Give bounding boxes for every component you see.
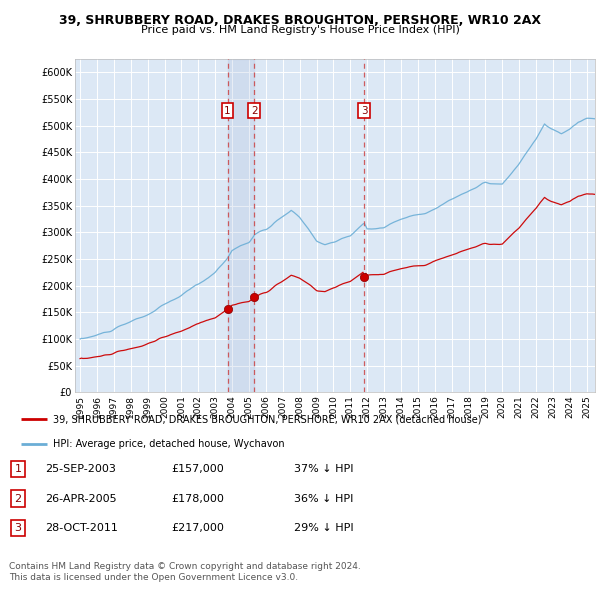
Text: 26-APR-2005: 26-APR-2005	[45, 494, 116, 503]
Text: This data is licensed under the Open Government Licence v3.0.: This data is licensed under the Open Gov…	[9, 572, 298, 582]
Text: 25-SEP-2003: 25-SEP-2003	[45, 464, 116, 474]
Text: Contains HM Land Registry data © Crown copyright and database right 2024.: Contains HM Land Registry data © Crown c…	[9, 562, 361, 571]
Bar	[227, 59, 254, 392]
Text: 37% ↓ HPI: 37% ↓ HPI	[294, 464, 353, 474]
Bar	[364, 59, 365, 392]
Text: 1: 1	[224, 106, 231, 116]
Text: 3: 3	[14, 523, 22, 533]
Text: 3: 3	[361, 106, 367, 116]
Text: £157,000: £157,000	[171, 464, 224, 474]
Text: 2: 2	[14, 494, 22, 503]
Text: 39, SHRUBBERY ROAD, DRAKES BROUGHTON, PERSHORE, WR10 2AX: 39, SHRUBBERY ROAD, DRAKES BROUGHTON, PE…	[59, 14, 541, 27]
Text: 2: 2	[251, 106, 257, 116]
Text: HPI: Average price, detached house, Wychavon: HPI: Average price, detached house, Wych…	[53, 438, 284, 448]
Text: 36% ↓ HPI: 36% ↓ HPI	[294, 494, 353, 503]
Text: £217,000: £217,000	[171, 523, 224, 533]
Text: 39, SHRUBBERY ROAD, DRAKES BROUGHTON, PERSHORE, WR10 2AX (detached house): 39, SHRUBBERY ROAD, DRAKES BROUGHTON, PE…	[53, 414, 481, 424]
Text: £178,000: £178,000	[171, 494, 224, 503]
Text: Price paid vs. HM Land Registry's House Price Index (HPI): Price paid vs. HM Land Registry's House …	[140, 25, 460, 35]
Text: 28-OCT-2011: 28-OCT-2011	[45, 523, 118, 533]
Text: 29% ↓ HPI: 29% ↓ HPI	[294, 523, 353, 533]
Text: 1: 1	[14, 464, 22, 474]
